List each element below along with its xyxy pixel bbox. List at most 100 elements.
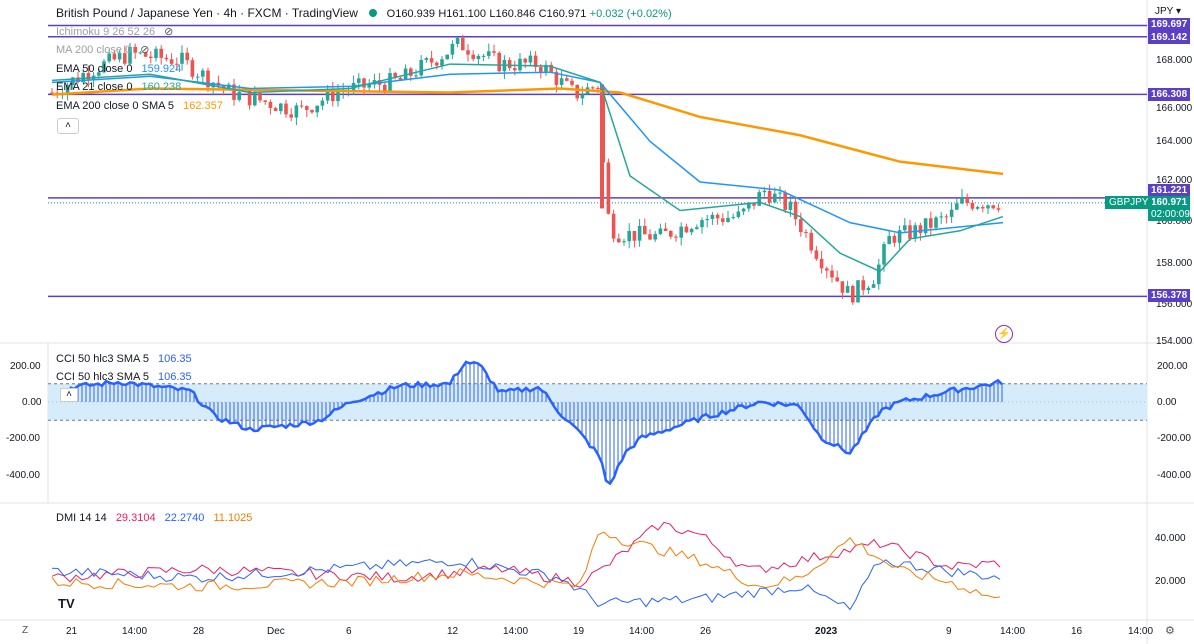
- collapse-legend-button[interactable]: ˄: [57, 118, 79, 134]
- settings-gear-icon[interactable]: ⚙: [1165, 625, 1175, 637]
- candle-body: [357, 78, 361, 83]
- chevron-up-icon: ˄: [65, 120, 71, 131]
- candle-body: [752, 202, 756, 206]
- candle-body: [643, 226, 647, 235]
- time-tick: 9: [946, 626, 952, 637]
- eye-hidden-icon[interactable]: ⊘: [140, 44, 150, 56]
- legend-ma200[interactable]: MA 200 close 0 ⊘: [56, 43, 156, 57]
- lightning-icon[interactable]: ⚡: [995, 325, 1013, 343]
- candle-body: [975, 207, 980, 209]
- candle-body: [559, 78, 564, 85]
- candle-body: [533, 55, 538, 68]
- candle-body: [918, 225, 923, 234]
- collapse-cci-button[interactable]: ˄: [60, 388, 78, 402]
- candle-body: [227, 84, 231, 89]
- cci-tick-left: -200.00: [6, 433, 40, 444]
- legend-ema200[interactable]: EMA 200 close 0 SMA 5 162.357: [56, 99, 229, 113]
- candle-body: [310, 109, 314, 113]
- candle-body: [981, 207, 985, 209]
- timezone-icon[interactable]: Z: [22, 625, 29, 636]
- candle-body: [107, 53, 111, 62]
- currency-dropdown[interactable]: JPY ▾: [1155, 6, 1181, 17]
- candle-body: [492, 51, 496, 53]
- candle-body: [97, 72, 101, 76]
- candle-body: [731, 216, 735, 218]
- ema200-label: EMA 200 close 0 SMA 5: [56, 100, 175, 112]
- cci-tick-left: -400.00: [6, 470, 40, 481]
- time-tick: 26: [700, 626, 712, 637]
- legend-ema21[interactable]: EMA 21 close 0 160.238: [56, 80, 187, 94]
- time-tick: 14:00: [1000, 626, 1026, 637]
- ohlc-low: L160.846: [489, 8, 536, 20]
- candle-body: [617, 238, 621, 243]
- candle-body: [154, 48, 158, 59]
- candle-body: [289, 114, 293, 118]
- candle-body: [778, 192, 782, 194]
- ohlc-close: C160.971: [538, 8, 587, 20]
- time-tick: 28: [193, 626, 205, 637]
- symbol-header: British Pound / Japanese Yen · 4h · FXCM…: [56, 6, 672, 20]
- candle-body: [383, 84, 387, 92]
- candle-body: [689, 228, 694, 233]
- candle-body: [284, 103, 288, 115]
- dmi-minus-value: 22.2740: [164, 512, 205, 524]
- candle-body: [663, 228, 668, 232]
- candle-body: [507, 59, 512, 69]
- candle-body: [845, 286, 850, 293]
- dmi-adx-line: [51, 531, 1001, 598]
- candle-body: [429, 58, 434, 63]
- candle-body: [102, 61, 106, 73]
- candle-body: [871, 284, 876, 288]
- candle-body: [710, 214, 715, 219]
- candle-body: [882, 244, 886, 265]
- dmi-tick: 40.000: [1155, 533, 1186, 544]
- candle-body: [445, 54, 449, 60]
- level-label[interactable]: 169.697: [1148, 18, 1190, 31]
- dmi-legend[interactable]: DMI 14 14 29.3104 22.2740 11.1025: [56, 511, 258, 525]
- candle-body: [986, 205, 990, 209]
- candle-body: [315, 105, 319, 113]
- candle-body: [554, 71, 559, 85]
- candle-body: [523, 58, 527, 63]
- candle-body: [294, 105, 299, 118]
- level-label[interactable]: 166.308: [1148, 88, 1190, 101]
- candle-body: [50, 92, 54, 94]
- time-tick: 19: [573, 626, 585, 637]
- level-label[interactable]: 156.378: [1148, 289, 1190, 302]
- ema50-value: 159.924: [141, 63, 182, 75]
- candle-body: [799, 219, 803, 233]
- cci-legend-sub[interactable]: CCI 50 hlc3 SMA 5 106.35: [56, 370, 198, 384]
- cci-tick-left: 200.00: [10, 361, 41, 372]
- candle-body: [736, 211, 741, 217]
- candle-body: [232, 84, 236, 100]
- candle-body: [866, 287, 871, 291]
- candle-body: [611, 213, 616, 239]
- candle-body: [674, 236, 678, 238]
- eye-hidden-icon[interactable]: ⊘: [164, 26, 174, 38]
- ohlc-high: H161.100: [438, 8, 487, 20]
- candle-body: [175, 63, 179, 65]
- ma200-label: MA 200 close 0: [56, 44, 132, 56]
- candle-body: [237, 92, 241, 100]
- candle-body: [600, 84, 604, 209]
- candle-body: [424, 58, 429, 60]
- candle-body: [825, 268, 829, 271]
- legend-ema50[interactable]: EMA 50 close 0 159.924: [56, 62, 187, 76]
- candle-body: [679, 226, 683, 238]
- symbol-title[interactable]: British Pound / Japanese Yen · 4h · FXCM…: [56, 6, 358, 20]
- candle-body: [715, 214, 720, 219]
- candle-body: [684, 226, 689, 233]
- candle-body: [747, 202, 751, 209]
- level-label[interactable]: 169.142: [1148, 31, 1190, 44]
- candle-body: [403, 68, 408, 80]
- level-label[interactable]: 161.221: [1148, 184, 1190, 197]
- candle-body: [669, 231, 673, 237]
- legend-ichimoku[interactable]: Ichimoku 9 26 52 26 ⊘: [56, 25, 179, 39]
- cci-legend-main[interactable]: CCI 50 hlc3 SMA 5 106.35: [56, 352, 198, 366]
- candle-body: [206, 70, 210, 88]
- candle-body: [637, 226, 642, 241]
- candle-body: [591, 87, 595, 89]
- candle-body: [783, 192, 787, 210]
- candle-body: [726, 217, 730, 222]
